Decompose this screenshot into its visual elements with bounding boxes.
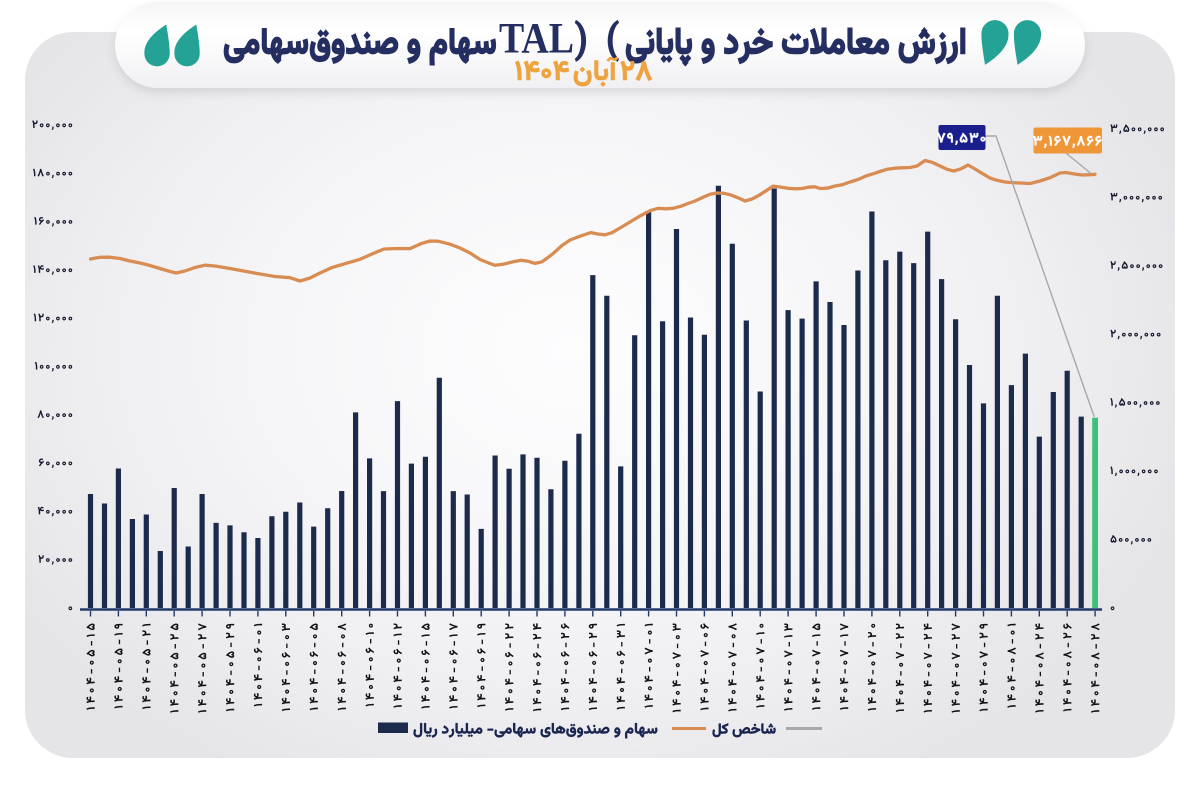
- svg-text:TAL: TAL: [499, 16, 574, 63]
